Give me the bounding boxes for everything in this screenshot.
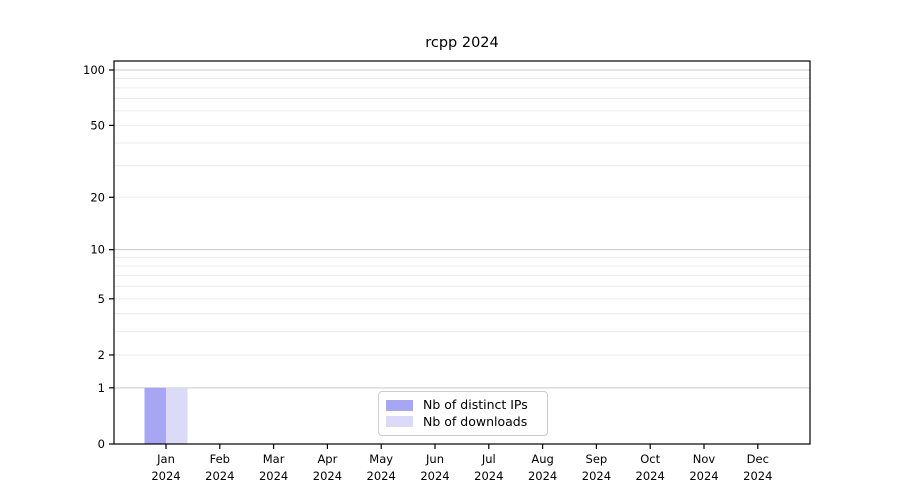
y-tick-label: 1	[98, 381, 105, 395]
legend-label-downloads: Nb of downloads	[423, 413, 528, 429]
plot-border	[113, 60, 811, 445]
x-tick-label-month: Sep	[586, 452, 608, 466]
x-tick-label-year: 2024	[474, 469, 503, 483]
y-tick-label: 20	[90, 190, 105, 204]
y-tick-label: 5	[98, 292, 105, 306]
x-tick-label-month: Nov	[693, 452, 716, 466]
x-tick-label-year: 2024	[528, 469, 557, 483]
x-tick-label-year: 2024	[259, 469, 288, 483]
x-tick-label-month: Jan	[156, 452, 175, 466]
x-tick-label-month: Jul	[481, 452, 496, 466]
x-tick-label-month: Jun	[425, 452, 444, 466]
x-tick-label-month: Dec	[747, 452, 769, 466]
x-tick-label-year: 2024	[313, 469, 342, 483]
x-tick-label-month: Apr	[317, 452, 337, 466]
x-tick-label-year: 2024	[420, 469, 449, 483]
x-tick-label-year: 2024	[582, 469, 611, 483]
x-tick-label-year: 2024	[205, 469, 234, 483]
legend-label-distinct-ips: Nb of distinct IPs	[423, 397, 528, 412]
x-tick-label-year: 2024	[743, 469, 772, 483]
bar-downloads-jan	[166, 387, 188, 444]
x-tick-label-year: 2024	[636, 469, 665, 483]
legend-swatch-distinct-ips	[386, 399, 413, 411]
x-tick-label-year: 2024	[689, 469, 718, 483]
y-tick-label: 0	[98, 437, 105, 451]
x-tick-label-month: Mar	[263, 452, 285, 466]
x-tick-label-month: May	[369, 452, 393, 466]
x-tick-label-year: 2024	[367, 469, 396, 483]
y-tick-label: 100	[83, 63, 105, 77]
chart-title: rcpp 2024	[425, 35, 499, 51]
y-tick-label: 50	[90, 118, 105, 132]
y-tick-label: 10	[90, 243, 105, 257]
x-tick-label-month: Aug	[531, 452, 553, 466]
legend-item-distinct-ips: Nb of distinct IPs	[386, 397, 539, 412]
x-tick-label-month: Oct	[640, 452, 660, 466]
x-tick-label-month: Feb	[210, 452, 230, 466]
legend-swatch-downloads	[386, 416, 413, 428]
y-tick-label: 2	[98, 348, 105, 362]
legend: Nb of distinct IPs Nb of downloads	[378, 391, 548, 436]
legend-item-downloads: Nb of downloads	[386, 413, 539, 429]
bar-distinct-ips-jan	[144, 387, 166, 444]
x-tick-label-year: 2024	[151, 469, 180, 483]
